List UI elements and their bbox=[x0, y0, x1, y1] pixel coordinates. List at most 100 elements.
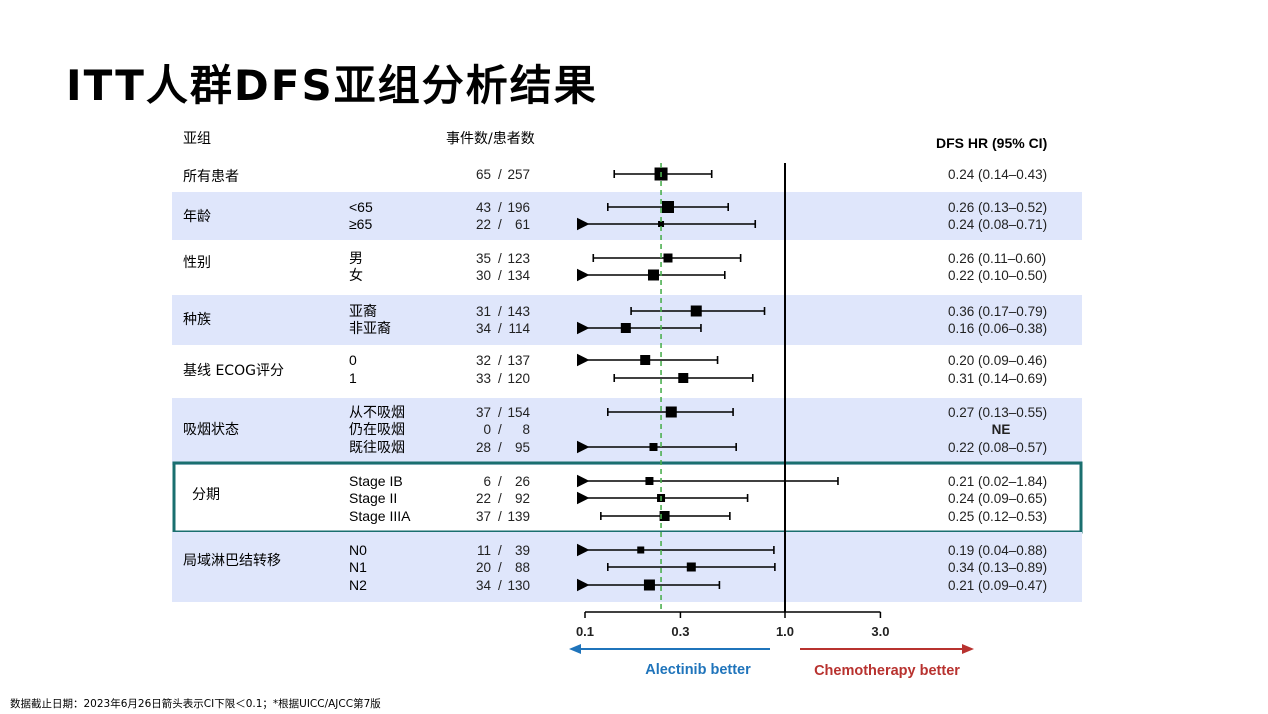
hr-text: 0.27 (0.13–0.55) bbox=[948, 405, 1047, 420]
subgroup-label: 男 bbox=[349, 251, 363, 267]
group-label: 基线 ECOG评分 bbox=[183, 362, 284, 379]
hr-text: 0.21 (0.09–0.47) bbox=[948, 578, 1047, 593]
hr-text: 0.22 (0.10–0.50) bbox=[948, 268, 1047, 283]
events-count: 30 bbox=[476, 268, 491, 283]
events-count: 22 bbox=[476, 491, 491, 506]
events-slash: / bbox=[498, 200, 502, 215]
hr-text: 0.31 (0.14–0.69) bbox=[948, 371, 1047, 386]
events-count: 37 bbox=[476, 405, 491, 420]
hr-point bbox=[658, 221, 665, 227]
hr-text: 0.26 (0.11–0.60) bbox=[948, 251, 1046, 266]
patient-count: 8 bbox=[522, 422, 530, 437]
events-count: 43 bbox=[476, 200, 491, 215]
subgroup-label: 既往吸烟 bbox=[349, 440, 405, 456]
patient-count: 114 bbox=[508, 321, 530, 336]
chemo-arrow-head bbox=[962, 644, 974, 654]
events-count: 20 bbox=[476, 560, 491, 575]
hr-point bbox=[647, 269, 659, 281]
alectinib-better-label: Alectinib better bbox=[645, 662, 751, 678]
row-band bbox=[172, 295, 1082, 345]
hr-text: NE bbox=[992, 422, 1011, 437]
axis-tick-label: 1.0 bbox=[776, 624, 794, 639]
row-bands bbox=[172, 192, 1083, 602]
patient-count: 257 bbox=[507, 167, 530, 182]
events-slash: / bbox=[498, 268, 502, 283]
group-label: 性别 bbox=[183, 255, 211, 271]
hr-text: 0.24 (0.08–0.71) bbox=[948, 217, 1047, 232]
axis-tick-label: 0.3 bbox=[671, 624, 689, 639]
events-count: 35 bbox=[476, 251, 491, 266]
hr-point bbox=[665, 406, 677, 418]
patient-count: 88 bbox=[515, 560, 530, 575]
x-axis: 0.1 0.3 1.0 3.0 Alectinib better Chemotherapy… bbox=[569, 611, 974, 679]
patient-count: 137 bbox=[507, 353, 530, 368]
hr-text: 0.22 (0.08–0.57) bbox=[948, 440, 1047, 455]
subgroup-label: N0 bbox=[349, 542, 367, 558]
hr-point bbox=[678, 373, 689, 383]
group-label: 分期 bbox=[192, 487, 220, 503]
subgroup-label: 女 bbox=[349, 267, 363, 284]
events-slash: / bbox=[498, 251, 502, 266]
hr-point bbox=[640, 355, 651, 365]
events-count: 33 bbox=[476, 371, 491, 386]
hr-text: 0.36 (0.17–0.79) bbox=[948, 304, 1047, 319]
alectinib-arrow-head bbox=[569, 644, 581, 654]
group-label: 吸烟状态 bbox=[183, 422, 239, 438]
row-band bbox=[172, 192, 1082, 240]
events-count: 65 bbox=[476, 167, 491, 182]
group-label: 年龄 bbox=[183, 209, 211, 225]
hr-text: 0.21 (0.02–1.84) bbox=[948, 474, 1047, 489]
events-slash: / bbox=[498, 321, 502, 336]
hr-point bbox=[645, 477, 654, 485]
hr-text: 0.34 (0.13–0.89) bbox=[948, 560, 1047, 575]
events-count: 28 bbox=[476, 440, 491, 455]
patient-count: 123 bbox=[507, 251, 530, 266]
events-count: 34 bbox=[476, 321, 492, 336]
events-slash: / bbox=[498, 509, 502, 524]
events-slash: / bbox=[498, 491, 502, 506]
subgroup-label: Stage II bbox=[349, 490, 397, 506]
hr-point bbox=[690, 305, 702, 317]
events-count: 0 bbox=[483, 422, 491, 437]
patient-count: 120 bbox=[507, 371, 530, 386]
events-count: 31 bbox=[476, 304, 491, 319]
patient-count: 143 bbox=[507, 304, 530, 319]
subgroup-label: 从不吸烟 bbox=[349, 405, 405, 421]
subgroup-label: 非亚裔 bbox=[349, 320, 391, 337]
events-count: 37 bbox=[476, 509, 491, 524]
patient-count: 39 bbox=[515, 543, 530, 558]
hr-point bbox=[661, 201, 674, 213]
group-label: 种族 bbox=[183, 312, 211, 328]
events-slash: / bbox=[498, 167, 502, 182]
patient-count: 95 bbox=[515, 440, 530, 455]
events-count: 22 bbox=[476, 217, 491, 232]
hr-point bbox=[686, 562, 696, 572]
events-slash: / bbox=[498, 474, 502, 489]
subgroup-label: N1 bbox=[349, 559, 367, 575]
group-label: 局域淋巴结转移 bbox=[183, 553, 281, 569]
patient-count: 130 bbox=[507, 578, 530, 593]
hr-text: 0.26 (0.13–0.52) bbox=[948, 200, 1047, 215]
events-slash: / bbox=[498, 543, 502, 558]
subgroup-label: 1 bbox=[349, 370, 357, 386]
subgroup-label: Stage IB bbox=[349, 473, 403, 489]
hr-point bbox=[659, 511, 670, 521]
patient-count: 154 bbox=[507, 405, 530, 420]
events-slash: / bbox=[498, 440, 502, 455]
row-band bbox=[172, 398, 1082, 465]
hr-text: 0.16 (0.06–0.38) bbox=[948, 321, 1047, 336]
subgroup-label: 仍在吸烟 bbox=[349, 422, 405, 438]
slide-title: ITT人群DFS亚组分析结果 bbox=[66, 61, 598, 110]
events-count: 32 bbox=[476, 353, 491, 368]
patient-count: 139 bbox=[507, 509, 530, 524]
hr-text: 0.20 (0.09–0.46) bbox=[948, 353, 1047, 368]
hr-point bbox=[649, 443, 658, 451]
subgroup-label: Stage IIIA bbox=[349, 508, 411, 524]
events-count: 34 bbox=[476, 578, 492, 593]
events-slash: / bbox=[498, 405, 502, 420]
chemo-better-label: Chemotherapy better bbox=[814, 663, 960, 679]
subgroup-label: ≥65 bbox=[349, 216, 372, 232]
subgroup-label: 亚裔 bbox=[349, 303, 377, 320]
patient-count: 61 bbox=[515, 217, 530, 232]
